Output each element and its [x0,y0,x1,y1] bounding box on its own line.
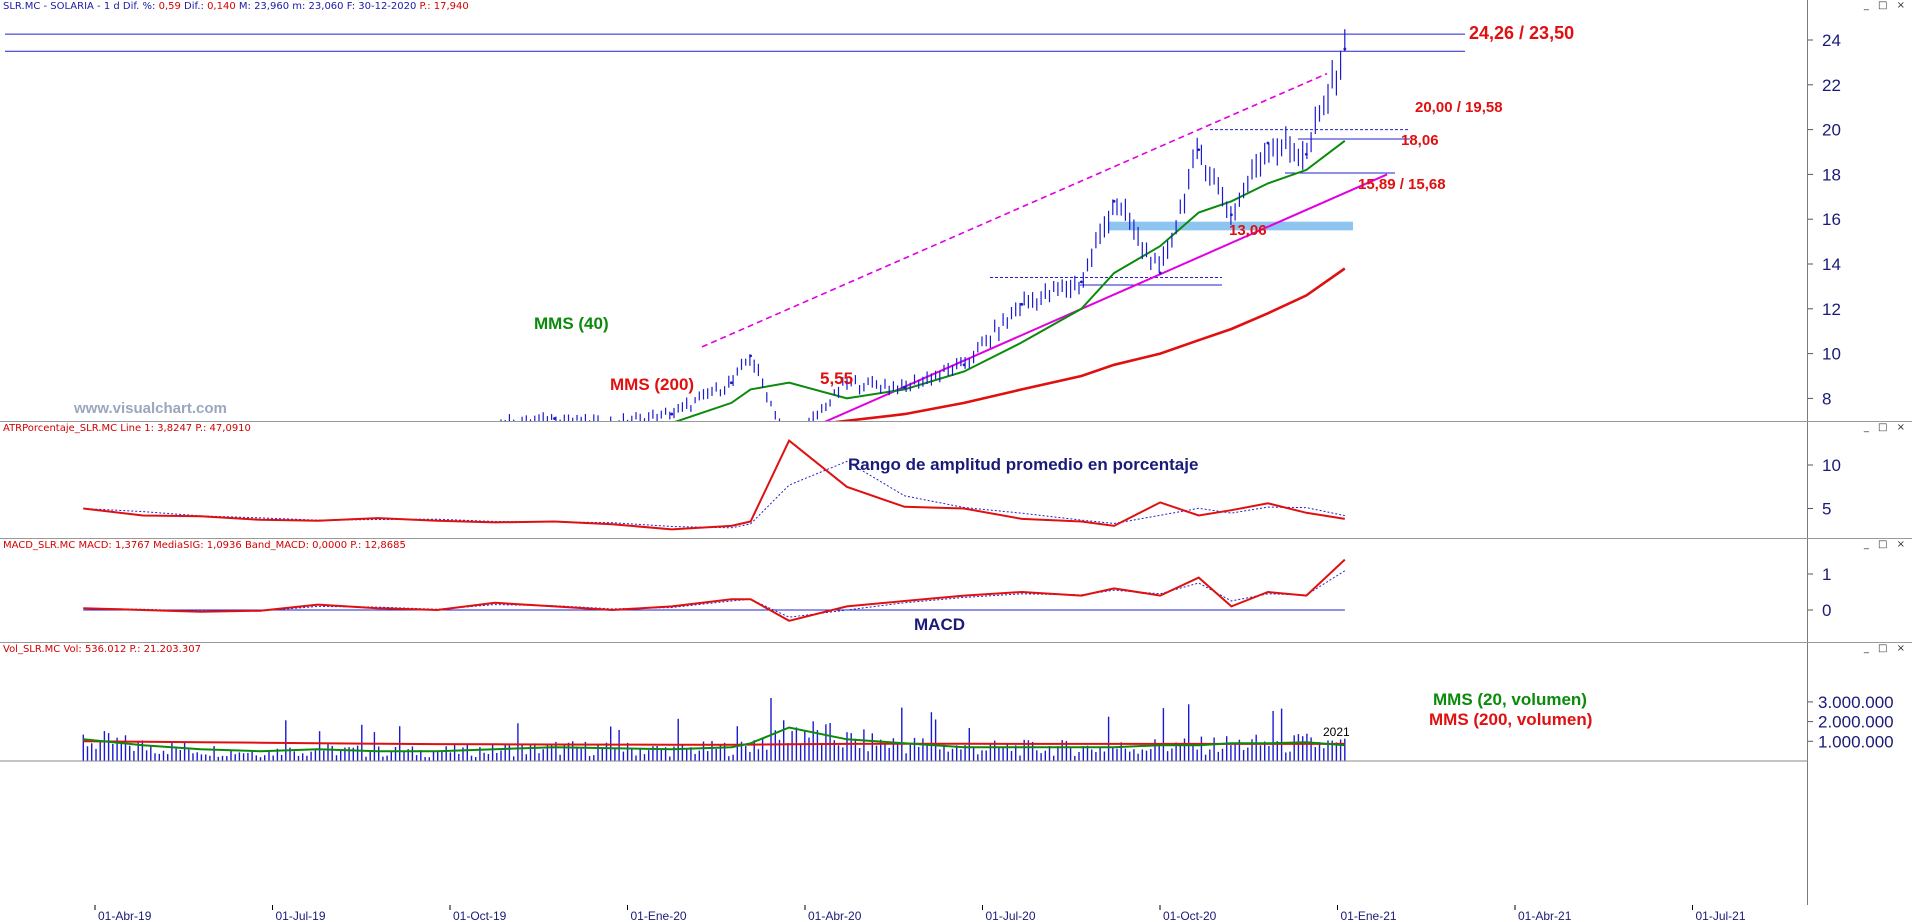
vol-y-tick-label-2: 3.000.000 [1818,693,1894,712]
price-point [1112,199,1116,203]
x-tick-label-5: 01-Jul-20 [986,909,1036,922]
price-point [670,412,674,416]
price-y-tick-label-24: 24 [1822,31,1841,50]
price-y-tick-label-18: 18 [1822,165,1841,184]
vol-y-tick-label-0: 1.000.000 [1818,732,1894,751]
volume-y-axis[interactable] [1807,643,1912,905]
x-tick-label-6: 01-Oct-20 [1163,909,1217,922]
macd-panel-window-controls[interactable]: _ □ × [1863,539,1908,550]
atr-label: Rango de amplitud promedio en porcentaje [848,455,1199,474]
macd-panel[interactable]: MACD_SLR.MC MACD: 1,3767 MediaSIG: 1,093… [0,539,1912,643]
price-point [903,385,906,389]
label-level-13: 13,06 [1229,222,1267,239]
x-tick-label-3: 01-Ene-20 [631,909,687,922]
label-support-zone: 15,89 / 15,68 [1358,176,1446,193]
x-axis-ticks: 01-Abr-19 01-Jul-19 01-Oct-19 01-Ene-20 01-A… [94,905,1746,922]
atr-panel-title: ATRPorcentaje_SLR.MC Line 1: 3,8247 P.: … [3,423,251,434]
macd-y-axis[interactable] [1807,539,1912,642]
macd-y-tick-label-1: 1 [1822,565,1831,584]
label-level-20: 20,00 / 19,58 [1415,99,1503,116]
price-point [1229,213,1233,217]
price-point [1197,148,1201,152]
price-panel[interactable]: SLR.MC - SOLARIA - 1 d Dif. %: 0,59 Dif.… [0,0,1912,422]
atr-line [83,439,1345,531]
price-point [1079,280,1083,284]
atr-panel[interactable]: ATRPorcentaje_SLR.MC Line 1: 3,8247 P.: … [0,422,1912,539]
price-chart[interactable]: 4681012141618202224 [0,0,1912,421]
x-tick-label-0: 01-Abr-19 [98,909,152,922]
watermark: www.visualchart.com [74,400,227,417]
price-point [962,363,966,367]
price-point [1304,152,1308,156]
macd-signal-line [83,570,1346,618]
price-bars [500,29,1346,421]
price-point [845,381,849,385]
price-point [1266,141,1270,145]
price-y-tick-label-10: 10 [1822,345,1841,364]
label-vol-mms200: MMS (200, volumen) [1429,710,1593,729]
x-tick-label-2: 01-Oct-19 [453,909,507,922]
atr-y-tick-label-10: 10 [1822,456,1841,475]
label-mms200: MMS (200) [610,375,695,394]
macd-panel-title: MACD_SLR.MC MACD: 1,3767 MediaSIG: 1,093… [3,540,406,551]
x-tick-label-1: 01-Jul-19 [276,909,326,922]
volume-panel-title: Vol_SLR.MC Vol: 536.012 P.: 21.203.307 [3,644,201,655]
price-y-tick-label-14: 14 [1822,255,1841,274]
price-y-tick-label-20: 20 [1822,121,1841,140]
label-mms40: MMS (40) [534,314,609,333]
price-y-axis[interactable] [1807,0,1912,421]
price-panel-title: SLR.MC - SOLARIA - 1 d Dif. %: 0,59 Dif.… [3,1,469,12]
price-point [553,417,556,420]
price-y-tick-label-8: 8 [1822,389,1831,408]
volume-panel-window-controls[interactable]: _ □ × [1863,643,1908,654]
label-resistance-top: 24,26 / 23,50 [1469,23,1575,43]
macd-label: MACD [914,615,965,634]
mms40-line [674,140,1346,421]
volume-bars [82,698,1346,761]
x-axis[interactable]: 01-Abr-19 01-Jul-19 01-Oct-19 01-Ene-20 01-A… [0,905,1912,922]
channel-upper-line [701,72,1328,348]
volume-panel[interactable]: Vol_SLR.MC Vol: 536.012 P.: 21.203.307 _… [0,643,1912,905]
vol-y-tick-label-1: 2.000.000 [1818,713,1894,732]
label-vol-mms20: MMS (20, volumen) [1433,690,1587,709]
macd-line [83,558,1346,622]
price-y-tick-label-12: 12 [1822,300,1841,319]
atr-chart[interactable]: 5 10 [0,422,1912,538]
x-tick-label-8: 01-Abr-21 [1518,909,1572,922]
vol-mms200-line [83,740,1345,746]
macd-y-tick-label-0: 0 [1822,601,1831,620]
price-point [749,354,753,358]
atr-y-axis[interactable] [1807,422,1912,538]
mms200-line [833,267,1346,421]
year-tag: 2021 [1323,725,1350,739]
atr-panel-window-controls[interactable]: _ □ × [1863,422,1908,433]
support-zone-band [1108,221,1353,231]
vol-mms20-line [83,726,1345,753]
macd-chart[interactable]: 01 [0,539,1912,642]
label-low: 5,55 [820,369,854,388]
price-point [1343,47,1347,51]
x-tick-label-9: 01-Jul-21 [1696,909,1746,922]
atr-y-tick-label-5: 5 [1822,500,1831,519]
price-point [1158,271,1162,275]
x-tick-label-4: 01-Abr-20 [808,909,862,922]
price-y-tick-label-16: 16 [1822,210,1841,229]
price-panel-window-controls[interactable]: _ □ × [1863,0,1908,11]
price-point [1020,302,1024,306]
price-point [729,381,733,385]
label-level-18: 18,06 [1401,132,1439,149]
price-y-tick-label-22: 22 [1822,76,1841,95]
x-tick-label-7: 01-Ene-21 [1341,909,1397,922]
